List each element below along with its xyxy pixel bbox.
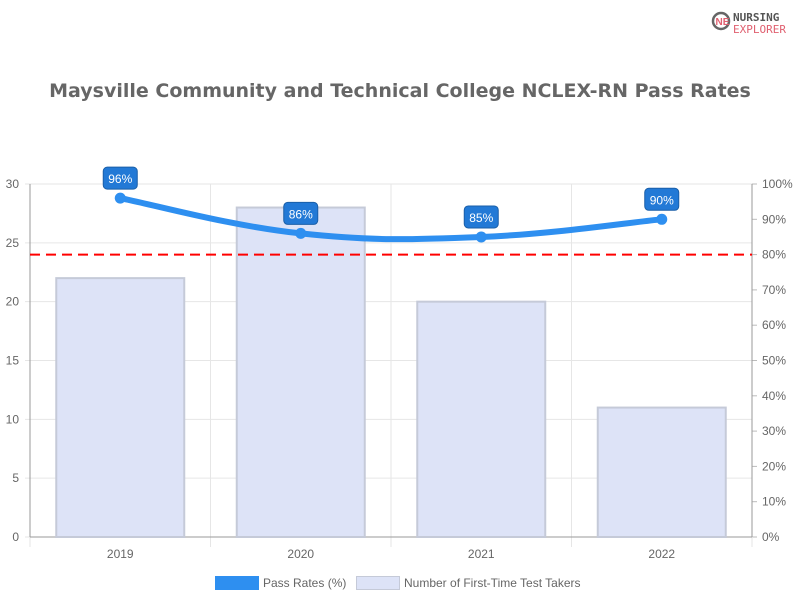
right-tick-label: 20% [762,459,786,473]
data-label: 86% [289,207,313,221]
data-label: 96% [108,172,132,186]
data-label-box [644,187,680,211]
right-tick-label: 80% [762,248,786,262]
legend-swatch [356,576,400,590]
bar-2022 [596,406,727,539]
left-tick-label: 10 [6,412,20,426]
left-tick-label: 20 [6,295,20,309]
data-label-box [463,205,499,229]
x-tick-label: 2020 [287,547,314,561]
left-tick-label: 30 [6,177,20,191]
right-tick-label: 0% [762,530,780,544]
legend-label: Pass Rates (%) [263,576,347,590]
bar-2020 [235,206,366,539]
legend-label: Number of First-Time Test Takers [404,576,581,590]
logo-line2: EXPLORER [733,23,786,36]
right-tick-label: 100% [762,177,793,191]
right-tick-label: 40% [762,389,786,403]
x-tick-label: 2021 [468,547,495,561]
pass-rate-point-2021 [475,231,487,243]
svg-text:NE: NE [716,17,730,28]
data-label: 85% [469,211,493,225]
legend-swatch [215,576,259,590]
left-tick-label: 15 [6,354,20,368]
data-label-box [102,166,138,190]
pass-rate-point-2019 [114,192,126,204]
nursing-explorer-logo: NE NURSING EXPLORER [710,8,795,36]
pass-rate-point-2022 [656,213,668,225]
pass-rate-line [119,195,663,243]
bar-2019 [55,277,186,538]
left-tick-label: 5 [12,471,19,485]
logo-line1: NURSING [733,11,780,24]
x-tick-label: 2022 [648,547,675,561]
left-tick-label: 25 [6,236,20,250]
right-tick-label: 50% [762,354,786,368]
x-tick-label: 2019 [107,547,134,561]
right-tick-label: 10% [762,495,786,509]
right-tick-label: 70% [762,283,786,297]
right-tick-label: 60% [762,318,786,332]
bar-2021 [416,300,547,538]
data-label: 90% [650,193,674,207]
data-label-box [283,201,319,225]
chart-title: Maysville Community and Technical Colleg… [49,80,751,102]
right-tick-label: 30% [762,424,786,438]
left-tick-label: 0 [12,530,19,544]
pass-rate-point-2020 [295,227,307,239]
legend-item-test-takers[interactable]: Number of First-Time Test Takers [356,576,580,590]
legend-item-pass-rates[interactable]: Pass Rates (%) [215,576,346,590]
right-tick-label: 90% [762,212,786,226]
